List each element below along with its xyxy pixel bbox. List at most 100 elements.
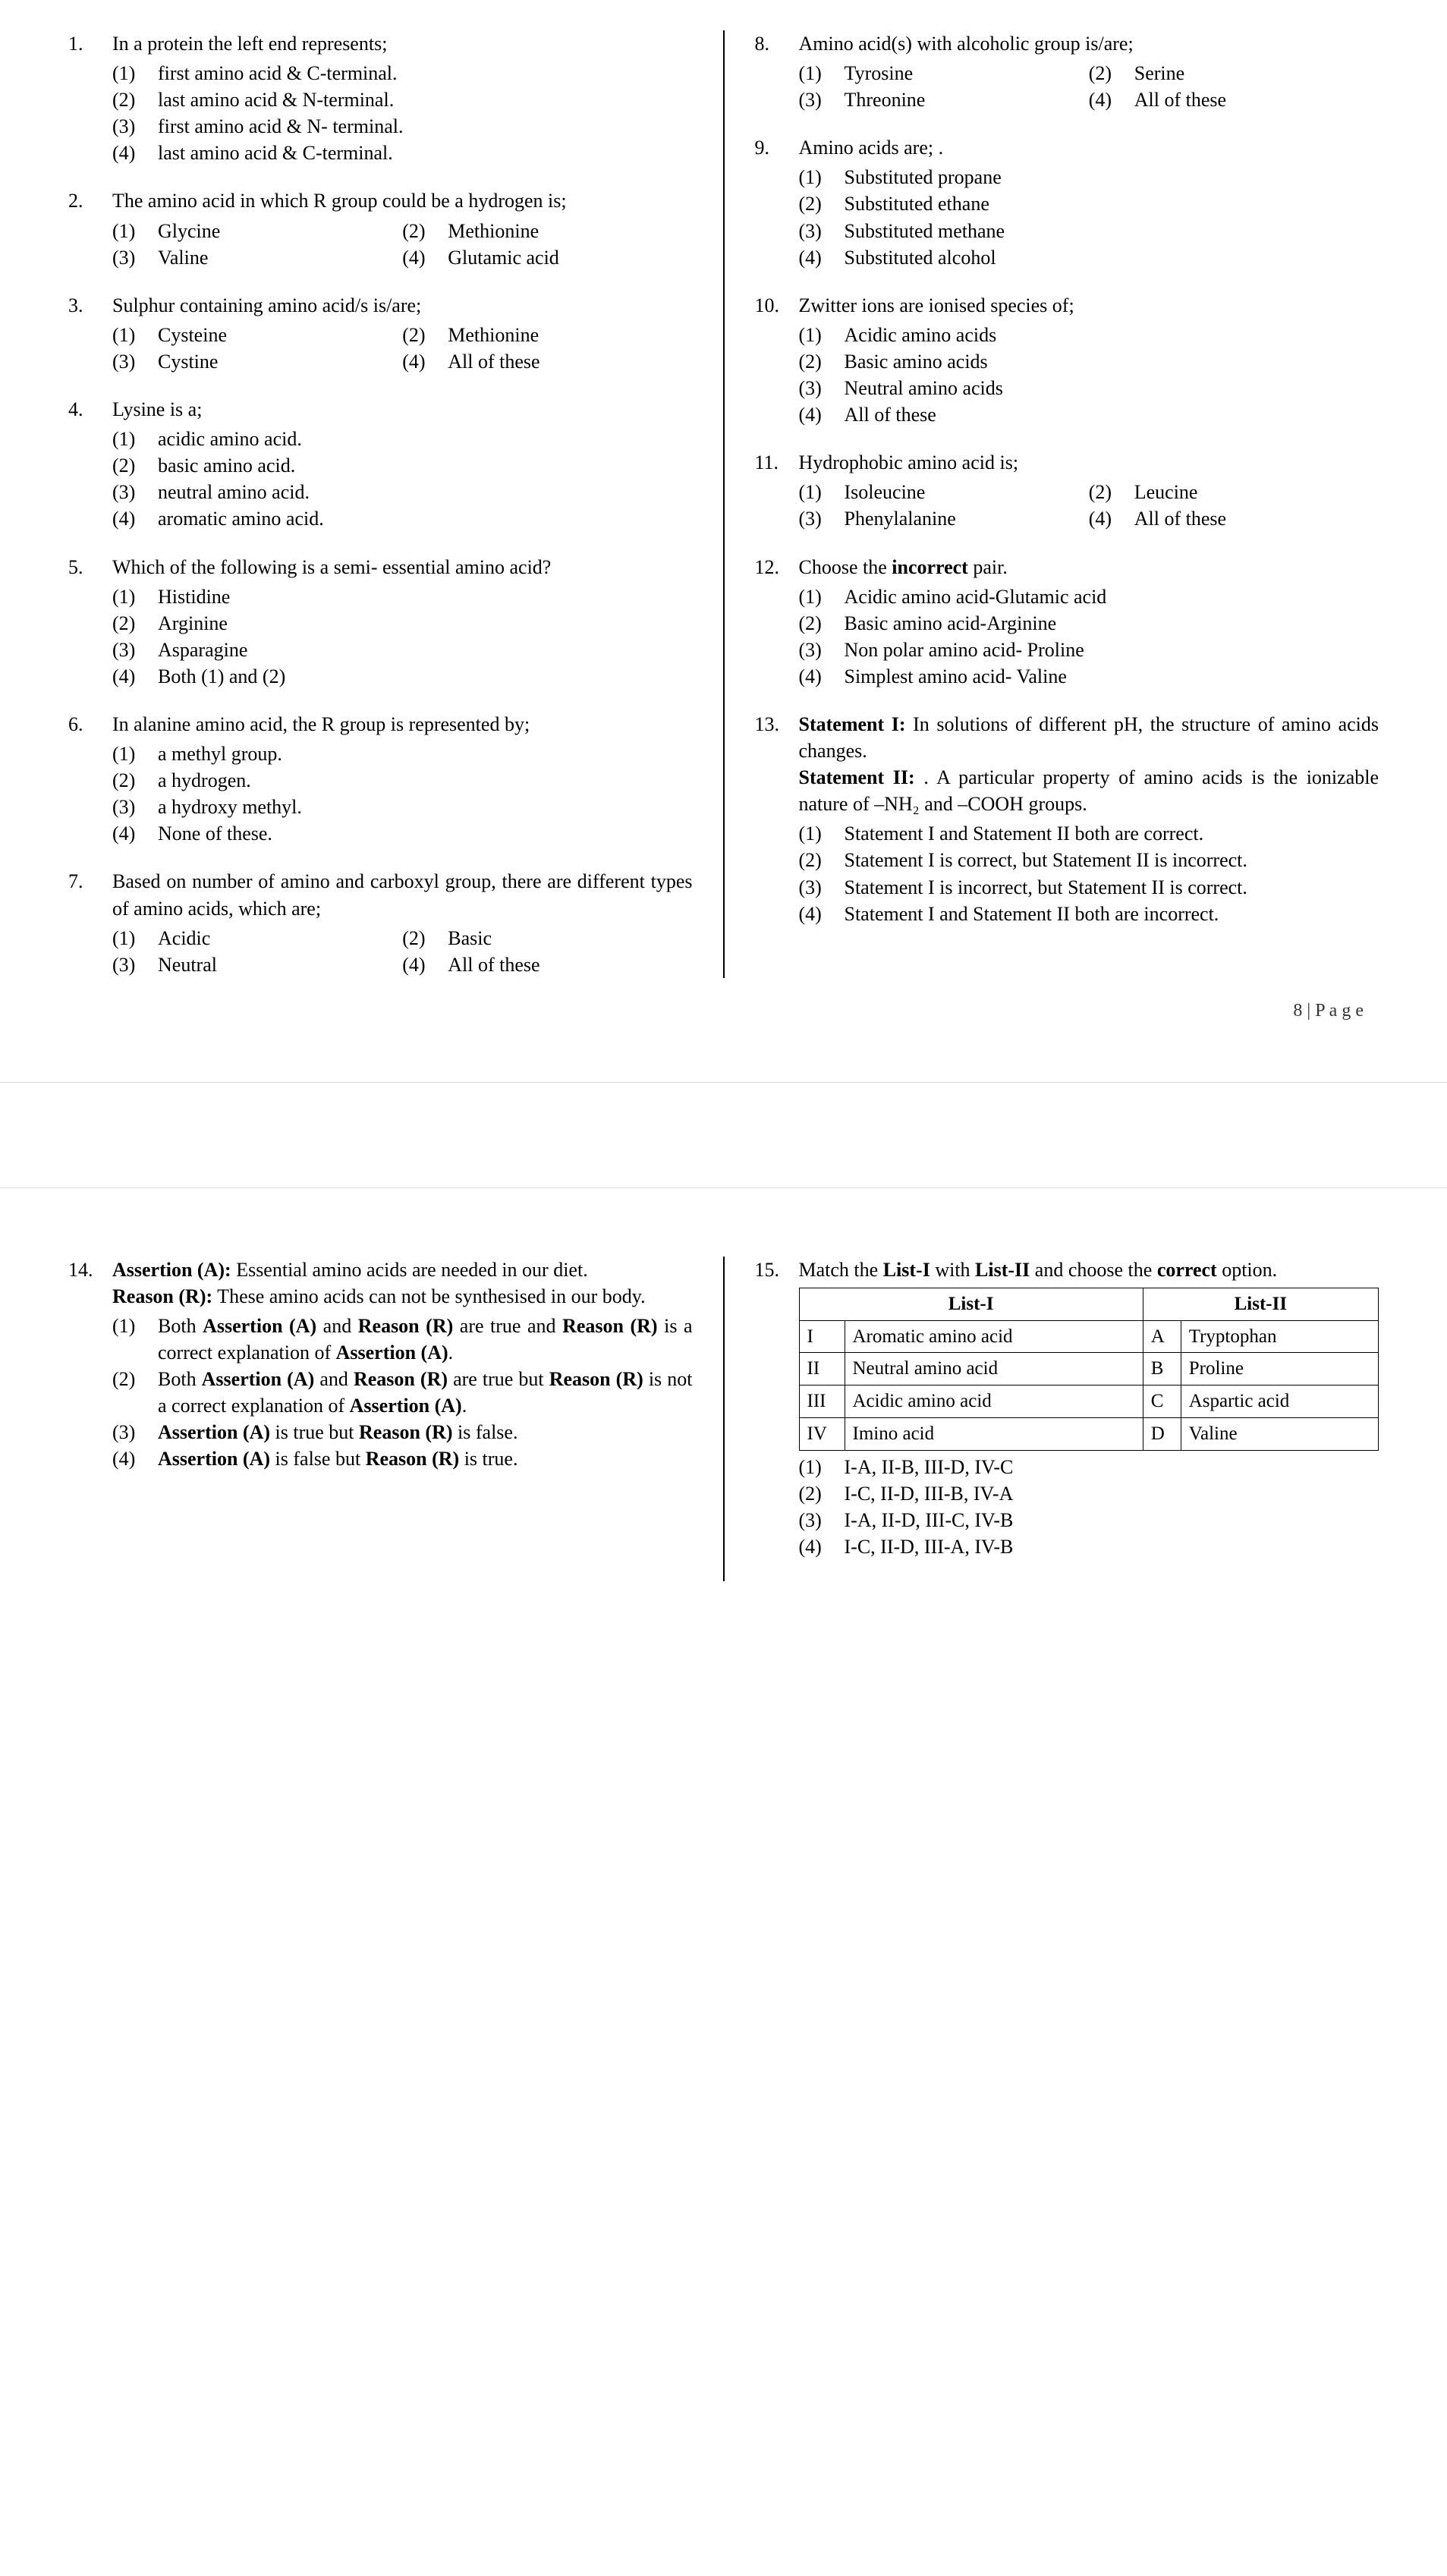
option: (4)Assertion (A) is false but Reason (R)… [112,1445,693,1472]
question-2: 2. The amino acid in which R group could… [68,187,693,270]
q-number: 11. [755,449,799,532]
option: (4)All of these [799,401,1379,428]
options: (1)Histidine (2)Arginine (3)Asparagine (… [112,583,693,690]
q-stem: Lysine is a; [112,396,693,423]
options: (1)Statement I and Statement II both are… [799,820,1379,926]
table-row: I Aromatic amino acid A Tryptophan [799,1320,1379,1353]
columns: 1. In a protein the left end represents;… [68,30,1379,978]
q-stem: Which of the following is a semi- essent… [112,554,693,580]
option: (3)Neutral amino acids [799,375,1379,401]
option: (4)Simplest amino acid- Valine [799,663,1379,690]
option: (2)Basic amino acid-Arginine [799,610,1379,637]
q-body: Amino acid(s) with alcoholic group is/ar… [799,30,1379,113]
option: (2)Substituted ethane [799,190,1379,217]
q-number: 12. [755,554,799,690]
q-body: In alanine amino acid, the R group is re… [112,711,693,847]
page-1: 1. In a protein the left end represents;… [0,0,1447,1059]
option: (1)Isoleucine [799,479,1089,505]
q-stem: The amino acid in which R group could be… [112,187,693,214]
table-row: IV Imino acid D Valine [799,1417,1379,1450]
options: (1)Isoleucine (2)Leucine (3)Phenylalanin… [799,479,1379,532]
option: (1)Both Assertion (A) and Reason (R) are… [112,1313,693,1366]
column-left: 14. Assertion (A): Essential amino acids… [68,1257,725,1581]
statement-2: Statement II: . A particular property of… [799,764,1379,817]
option: (2)Methionine [402,322,692,348]
q-body: Zwitter ions are ionised species of; (1)… [799,292,1379,428]
question-10: 10. Zwitter ions are ionised species of;… [755,292,1379,428]
option: (1)Statement I and Statement II both are… [799,820,1379,847]
option: (1)first amino acid & C-terminal. [112,60,693,86]
question-9: 9. Amino acids are; . (1)Substituted pro… [755,134,1379,270]
table-header: List-I List-II [799,1288,1379,1320]
options: (1)I-A, II-B, III-D, IV-C (2)I-C, II-D, … [799,1454,1379,1560]
options: (1)acidic amino acid. (2)basic amino aci… [112,426,693,532]
reason: Reason (R): These amino acids can not be… [112,1283,693,1310]
q-body: Match the List-I with List-II and choose… [799,1257,1379,1560]
option: (3)Valine [112,244,402,271]
q-stem: Amino acids are; . [799,134,1379,161]
q-stem: Match the List-I with List-II and choose… [799,1257,1379,1283]
q-stem: Based on number of amino and carboxyl gr… [112,868,693,921]
option: (3)Phenylalanine [799,505,1089,532]
q-number: 1. [68,30,112,166]
question-15: 15. Match the List-I with List-II and ch… [755,1257,1379,1560]
q-number: 15. [755,1257,799,1560]
options: (1)Acidic amino acid-Glutamic acid (2)Ba… [799,583,1379,690]
q-stem: In alanine amino acid, the R group is re… [112,711,693,738]
option: (2)basic amino acid. [112,452,693,479]
option: (4)All of these [1089,86,1379,113]
option: (3)neutral amino acid. [112,479,693,505]
match-table: List-I List-II I Aromatic amino acid A T… [799,1288,1379,1451]
option: (2)I-C, II-D, III-B, IV-A [799,1480,1379,1507]
q-number: 9. [755,134,799,270]
option: (4)aromatic amino acid. [112,505,693,532]
question-7: 7. Based on number of amino and carboxyl… [68,868,693,977]
option: (4)None of these. [112,820,693,847]
option: (2)Serine [1089,60,1379,86]
option: (4)Statement I and Statement II both are… [799,901,1379,927]
page-break [0,1082,1447,1188]
option: (2)Statement I is correct, but Statement… [799,847,1379,873]
option: (2)Arginine [112,610,693,637]
option: (4)last amino acid & C-terminal. [112,140,693,166]
option: (4)Substituted alcohol [799,244,1379,271]
option: (3)Statement I is incorrect, but Stateme… [799,874,1379,901]
option: (1)Acidic amino acid-Glutamic acid [799,583,1379,610]
question-3: 3. Sulphur containing amino acid/s is/ar… [68,292,693,375]
option: (1)Cysteine [112,322,402,348]
q-stem: Zwitter ions are ionised species of; [799,292,1379,319]
option: (2)Basic [402,925,692,951]
q-number: 6. [68,711,112,847]
option: (2)a hydrogen. [112,767,693,794]
option: (1)Acidic amino acids [799,322,1379,348]
options: (1)Acidic amino acids (2)Basic amino aci… [799,322,1379,428]
option: (2)Methionine [402,218,692,244]
question-8: 8. Amino acid(s) with alcoholic group is… [755,30,1379,113]
q-stem: Amino acid(s) with alcoholic group is/ar… [799,30,1379,57]
q-body: Which of the following is a semi- essent… [112,554,693,690]
q-body: Based on number of amino and carboxyl gr… [112,868,693,977]
q-body: In a protein the left end represents; (1… [112,30,693,166]
page-number: 8 | P a g e [68,1001,1379,1021]
q-body: Lysine is a; (1)acidic amino acid. (2)ba… [112,396,693,532]
question-6: 6. In alanine amino acid, the R group is… [68,711,693,847]
column-left: 1. In a protein the left end represents;… [68,30,725,978]
options: (1)a methyl group. (2)a hydrogen. (3)a h… [112,741,693,847]
option: (4)Both (1) and (2) [112,663,693,690]
q-number: 5. [68,554,112,690]
options: (1)first amino acid & C-terminal. (2)las… [112,60,693,166]
q-number: 3. [68,292,112,375]
q-body: The amino acid in which R group could be… [112,187,693,270]
option: (3)a hydroxy methyl. [112,794,693,820]
q-number: 13. [755,711,799,927]
option: (1)I-A, II-B, III-D, IV-C [799,1454,1379,1480]
option: (4)All of these [1089,505,1379,532]
q-body: Amino acids are; . (1)Substituted propan… [799,134,1379,270]
q-stem: Sulphur containing amino acid/s is/are; [112,292,693,319]
options: (1)Substituted propane (2)Substituted et… [799,164,1379,270]
q-stem: In a protein the left end represents; [112,30,693,57]
q-number: 2. [68,187,112,270]
q-number: 8. [755,30,799,113]
assertion: Assertion (A): Essential amino acids are… [112,1257,693,1283]
page-2: 14. Assertion (A): Essential amino acids… [0,1211,1447,1619]
